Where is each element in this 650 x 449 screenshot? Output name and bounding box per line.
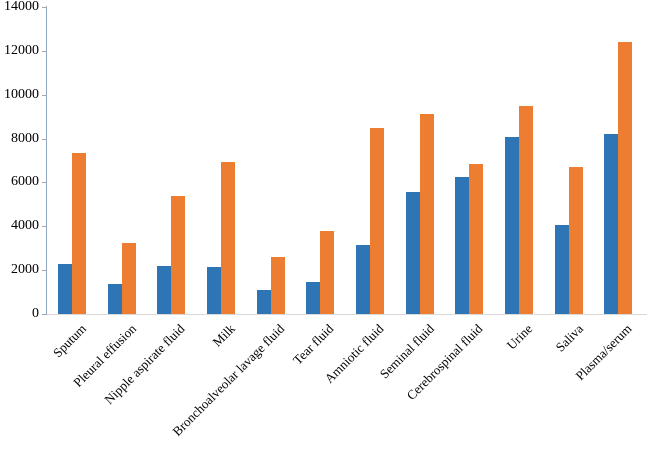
bar-tear-fluid-orange-series	[320, 231, 334, 314]
x-label-text: Tear fluid	[290, 321, 337, 368]
bar-cerebrospinal-fluid-blue-series	[455, 177, 469, 314]
bar-plasma-serum-blue-series	[604, 134, 618, 314]
y-tick-mark	[42, 314, 47, 315]
bar-saliva-orange-series	[569, 167, 583, 314]
bar-saliva-blue-series	[555, 225, 569, 314]
y-tick-label-4000: 4000	[11, 218, 39, 234]
bar-amniotic-fluid-orange-series	[370, 128, 384, 314]
y-tick-mark	[42, 226, 47, 228]
bar-pleural-effusion-blue-series	[108, 284, 122, 314]
bar-nipple-aspirate-fluid-blue-series	[157, 266, 171, 314]
bar-bronchoalveolar-lavage-fluid-blue-series	[257, 290, 271, 314]
bar-cerebrospinal-fluid-orange-series	[469, 164, 483, 314]
y-axis-line	[46, 6, 47, 315]
y-tick-label-12000: 12000	[4, 42, 39, 58]
bar-urine-orange-series	[519, 106, 533, 314]
bar-tear-fluid-blue-series	[306, 282, 320, 314]
y-tick-label-14000: 14000	[4, 0, 39, 14]
y-tick-mark	[42, 182, 47, 184]
bar-seminal-fluid-blue-series	[406, 192, 420, 314]
bar-urine-blue-series	[505, 137, 519, 314]
y-tick-mark	[42, 94, 47, 96]
y-tick-label-6000: 6000	[11, 174, 39, 190]
y-tick-label-0: 0	[32, 306, 39, 321]
y-tick-label-10000: 10000	[4, 86, 39, 102]
y-tick-mark	[42, 270, 47, 272]
bar-amniotic-fluid-blue-series	[356, 245, 370, 314]
y-tick-label-8000: 8000	[11, 130, 39, 146]
x-label-text: Sputum	[49, 321, 89, 361]
y-tick-label-2000: 2000	[11, 262, 39, 278]
y-tick-mark	[42, 138, 47, 140]
y-tick-mark	[42, 7, 47, 8]
bar-seminal-fluid-orange-series	[420, 114, 434, 314]
bar-plasma-serum-orange-series	[618, 42, 632, 314]
bar-sputum-orange-series	[72, 153, 86, 314]
x-label-text: Milk	[209, 321, 238, 350]
bar-pleural-effusion-orange-series	[122, 243, 136, 314]
y-tick-mark	[42, 50, 47, 52]
bar-sputum-blue-series	[58, 264, 72, 314]
bar-bronchoalveolar-lavage-fluid-orange-series	[271, 257, 285, 314]
x-label-text: Urine	[504, 321, 536, 353]
bar-nipple-aspirate-fluid-orange-series	[171, 196, 185, 314]
bar-milk-blue-series	[207, 267, 221, 314]
x-label-text: Saliva	[552, 321, 586, 355]
x-axis-line	[46, 314, 647, 315]
bar-milk-orange-series	[221, 162, 235, 314]
